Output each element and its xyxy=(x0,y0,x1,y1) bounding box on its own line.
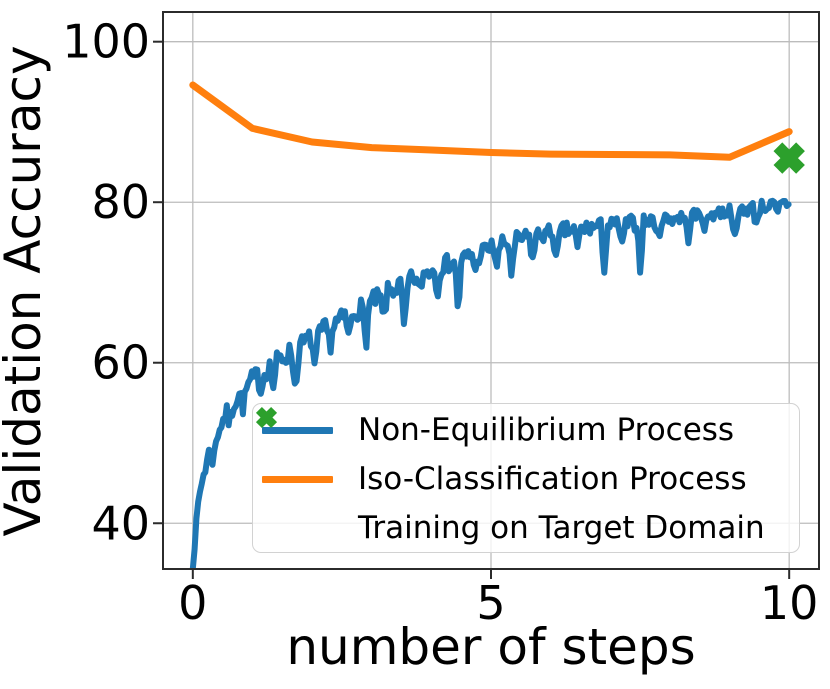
non-equilibrium-path xyxy=(189,197,792,569)
legend-swatch-wrap xyxy=(262,455,333,504)
x-axis-label: number of steps xyxy=(286,618,695,676)
y-tick-labels: 40 60 80 100 xyxy=(62,15,150,551)
x-tick-label: 5 xyxy=(476,576,505,630)
legend-entry-target-domain: Training on Target Domain xyxy=(253,406,799,553)
y-tick-label: 80 xyxy=(91,175,150,229)
legend-label-target-domain: Training on Target Domain xyxy=(358,510,765,546)
legend-swatch-wrap xyxy=(255,406,333,553)
y-axis-label: Validation Accuracy xyxy=(0,45,52,536)
legend-entry-iso-classification: Iso-Classification Process xyxy=(253,455,799,504)
non-equilibrium-line-swatch xyxy=(262,427,333,434)
y-tick-label: 60 xyxy=(91,336,150,390)
iso-classification-line-swatch xyxy=(262,476,333,483)
x-tick-label: 10 xyxy=(760,576,819,630)
x-tick-label: 0 xyxy=(178,576,207,630)
y-tick-label: 100 xyxy=(62,15,150,69)
x-tick-labels: 0 5 10 xyxy=(178,576,818,630)
y-tick-label: 40 xyxy=(91,496,150,550)
legend-entry-non-equilibrium: Non-Equilibrium Process xyxy=(253,406,799,455)
legend-label-non-equilibrium: Non-Equilibrium Process xyxy=(358,412,735,448)
x-marker-glyph xyxy=(255,406,278,429)
non-equilibrium-line xyxy=(189,197,792,569)
legend: Non-Equilibrium Process Iso-Classificati… xyxy=(252,403,800,553)
legend-swatch-wrap xyxy=(262,406,333,455)
x-marker-icon xyxy=(255,406,278,429)
target-domain-x-marker xyxy=(773,142,805,174)
tick-marks xyxy=(153,40,791,579)
target-domain-marker xyxy=(773,142,805,174)
iso-classification-line xyxy=(189,81,793,161)
iso-classification-path xyxy=(189,81,793,161)
legend-label-iso-classification: Iso-Classification Process xyxy=(358,461,747,497)
